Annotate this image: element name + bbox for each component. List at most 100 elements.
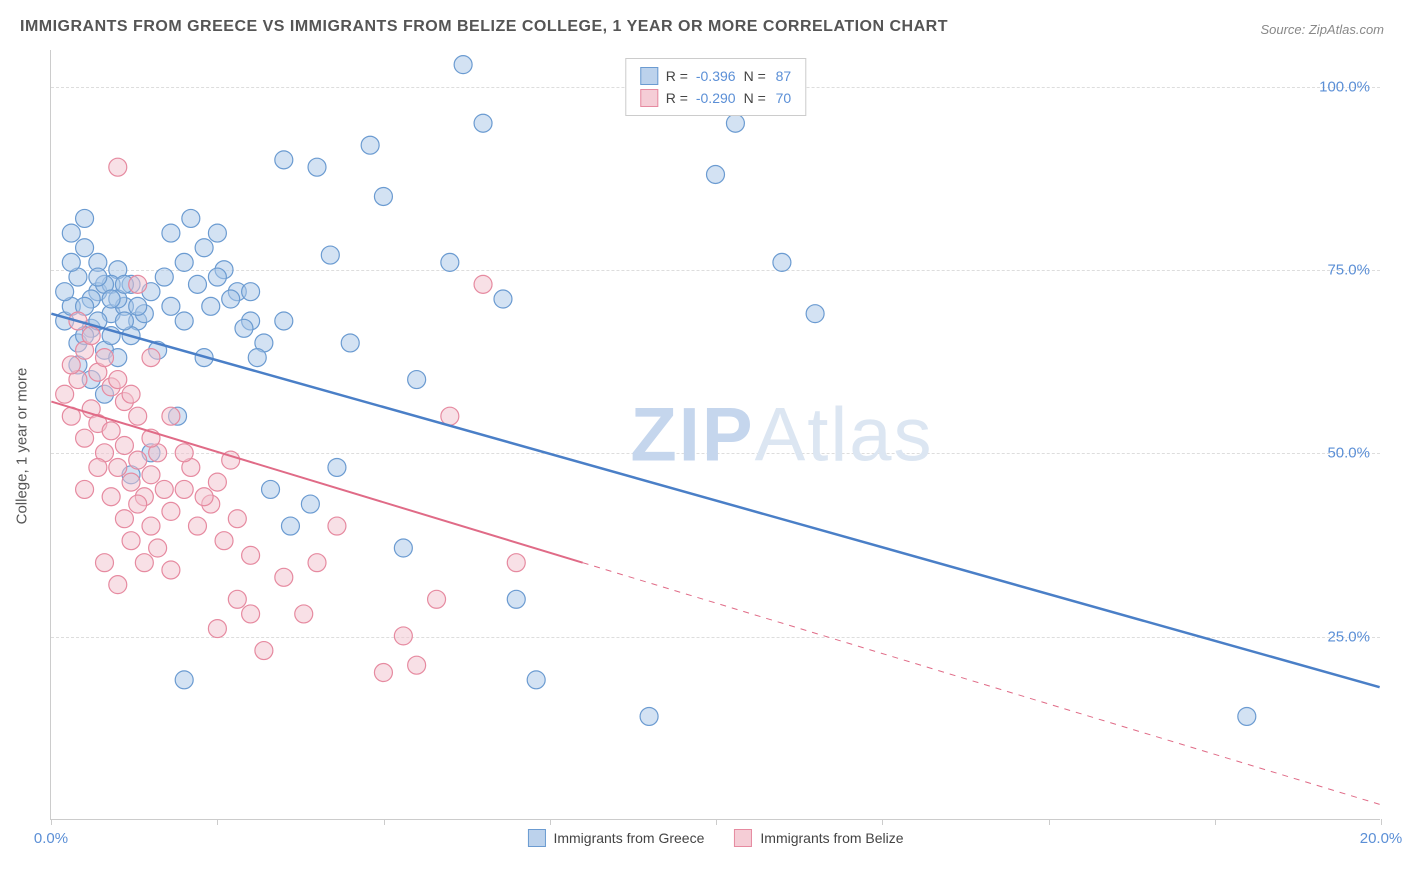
- data-point: [262, 480, 280, 498]
- data-point: [374, 187, 392, 205]
- data-point: [208, 620, 226, 638]
- data-point: [175, 671, 193, 689]
- data-point: [56, 385, 74, 403]
- data-point: [76, 239, 94, 257]
- data-point: [109, 576, 127, 594]
- x-tick: [1381, 819, 1382, 825]
- data-point: [162, 297, 180, 315]
- data-point: [175, 480, 193, 498]
- x-tick: [882, 819, 883, 825]
- data-point: [275, 151, 293, 169]
- data-point: [175, 253, 193, 271]
- data-point: [474, 114, 492, 132]
- data-point: [428, 590, 446, 608]
- data-point: [328, 517, 346, 535]
- legend-r-label: R = -0.290: [666, 90, 736, 106]
- data-point: [208, 224, 226, 242]
- data-point: [454, 56, 472, 74]
- regression-line-dashed: [583, 563, 1380, 805]
- data-point: [102, 422, 120, 440]
- x-tick: [550, 819, 551, 825]
- data-point: [62, 356, 80, 374]
- data-point: [255, 642, 273, 660]
- source-attribution: Source: ZipAtlas.com: [1260, 22, 1384, 37]
- data-point: [89, 268, 107, 286]
- data-point: [707, 166, 725, 184]
- data-point: [441, 407, 459, 425]
- data-point: [1238, 707, 1256, 725]
- data-point: [122, 473, 140, 491]
- data-point: [149, 539, 167, 557]
- x-tick-label: 20.0%: [1360, 830, 1403, 847]
- data-point: [208, 268, 226, 286]
- data-point: [188, 517, 206, 535]
- data-point: [281, 517, 299, 535]
- data-point: [129, 275, 147, 293]
- data-point: [62, 224, 80, 242]
- legend-r-label: R = -0.396: [666, 68, 736, 84]
- data-point: [374, 664, 392, 682]
- x-tick: [1215, 819, 1216, 825]
- data-point: [295, 605, 313, 623]
- data-point: [89, 458, 107, 476]
- data-point: [142, 349, 160, 367]
- data-point: [773, 253, 791, 271]
- data-point: [308, 158, 326, 176]
- data-point: [275, 312, 293, 330]
- data-point: [361, 136, 379, 154]
- data-point: [129, 407, 147, 425]
- data-point: [275, 568, 293, 586]
- data-point: [115, 312, 133, 330]
- data-point: [62, 253, 80, 271]
- data-point: [494, 290, 512, 308]
- plot-area: ZIPAtlas R = -0.396 N = 87 R = -0.290 N …: [50, 50, 1380, 820]
- x-tick: [384, 819, 385, 825]
- data-point: [109, 158, 127, 176]
- data-point: [102, 290, 120, 308]
- data-point: [162, 561, 180, 579]
- regression-line: [51, 314, 1379, 688]
- data-point: [82, 327, 100, 345]
- data-point: [162, 224, 180, 242]
- data-point: [248, 349, 266, 367]
- data-point: [129, 495, 147, 513]
- swatch-greece-bottom: [527, 829, 545, 847]
- data-point: [228, 590, 246, 608]
- data-point: [408, 656, 426, 674]
- data-point: [175, 444, 193, 462]
- legend-row-greece: R = -0.396 N = 87: [640, 65, 791, 87]
- x-tick: [716, 819, 717, 825]
- data-point: [394, 627, 412, 645]
- chart-svg: [51, 50, 1380, 819]
- data-point: [222, 290, 240, 308]
- data-point: [122, 385, 140, 403]
- data-point: [142, 517, 160, 535]
- swatch-belize-bottom: [734, 829, 752, 847]
- legend-item-greece: Immigrants from Greece: [527, 829, 704, 847]
- swatch-greece: [640, 67, 658, 85]
- data-point: [109, 371, 127, 389]
- data-point: [806, 305, 824, 323]
- legend-row-belize: R = -0.290 N = 70: [640, 87, 791, 109]
- x-tick: [1049, 819, 1050, 825]
- data-point: [195, 239, 213, 257]
- data-point: [155, 480, 173, 498]
- data-point: [76, 429, 94, 447]
- data-point: [202, 297, 220, 315]
- data-point: [122, 532, 140, 550]
- data-point: [115, 510, 133, 528]
- data-point: [129, 297, 147, 315]
- x-tick: [51, 819, 52, 825]
- data-point: [182, 209, 200, 227]
- data-point: [321, 246, 339, 264]
- legend-label-belize: Immigrants from Belize: [760, 830, 903, 846]
- data-point: [162, 502, 180, 520]
- legend-label-greece: Immigrants from Greece: [553, 830, 704, 846]
- data-point: [175, 312, 193, 330]
- data-point: [188, 275, 206, 293]
- data-point: [129, 451, 147, 469]
- data-point: [640, 707, 658, 725]
- data-point: [76, 480, 94, 498]
- data-point: [142, 466, 160, 484]
- data-point: [135, 554, 153, 572]
